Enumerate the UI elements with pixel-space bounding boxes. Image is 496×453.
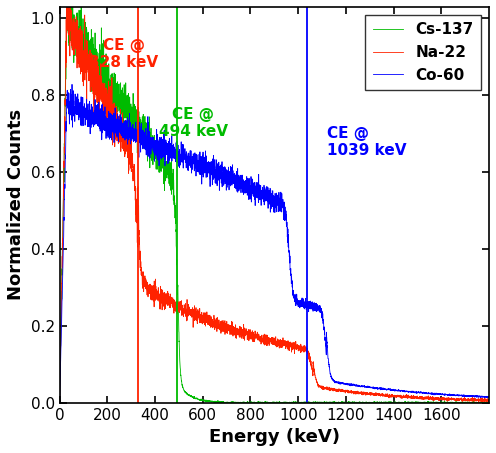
- Cs-137: [177, 353, 183, 358]
- Legend: Cs-137, Na-22, Co-60: Cs-137, Na-22, Co-60: [365, 14, 482, 90]
- Co-60: [149, 144, 155, 149]
- Co-60: [69, 82, 75, 87]
- Co-60: [486, 395, 492, 400]
- Na-22: [149, 283, 155, 289]
- Y-axis label: Normalized Counts: Normalized Counts: [7, 109, 25, 300]
- Na-22: [57, 400, 62, 405]
- Co-60: [486, 394, 492, 399]
- Text: CE @
1039 keV: CE @ 1039 keV: [327, 126, 406, 159]
- Co-60: [324, 341, 330, 346]
- Co-60: [57, 400, 62, 405]
- Cs-137: [445, 400, 451, 405]
- Cs-137: [57, 400, 62, 405]
- Co-60: [316, 309, 322, 315]
- Cs-137: [324, 400, 330, 405]
- Cs-137: [486, 400, 492, 405]
- Co-60: [177, 152, 183, 157]
- Text: CE @
328 keV: CE @ 328 keV: [89, 38, 159, 70]
- Line: Cs-137: Cs-137: [60, 0, 489, 403]
- Cs-137: [214, 400, 220, 405]
- Na-22: [324, 384, 330, 390]
- Text: CE @
494 keV: CE @ 494 keV: [159, 107, 228, 139]
- Na-22: [177, 304, 183, 310]
- Cs-137: [149, 136, 155, 142]
- X-axis label: Energy (keV): Energy (keV): [209, 428, 340, 446]
- Co-60: [445, 392, 451, 398]
- Line: Na-22: Na-22: [60, 0, 489, 403]
- Na-22: [316, 383, 322, 388]
- Cs-137: [486, 400, 492, 405]
- Na-22: [486, 398, 492, 404]
- Line: Co-60: Co-60: [60, 84, 489, 402]
- Na-22: [486, 397, 492, 403]
- Na-22: [445, 395, 451, 401]
- Cs-137: [316, 400, 322, 405]
